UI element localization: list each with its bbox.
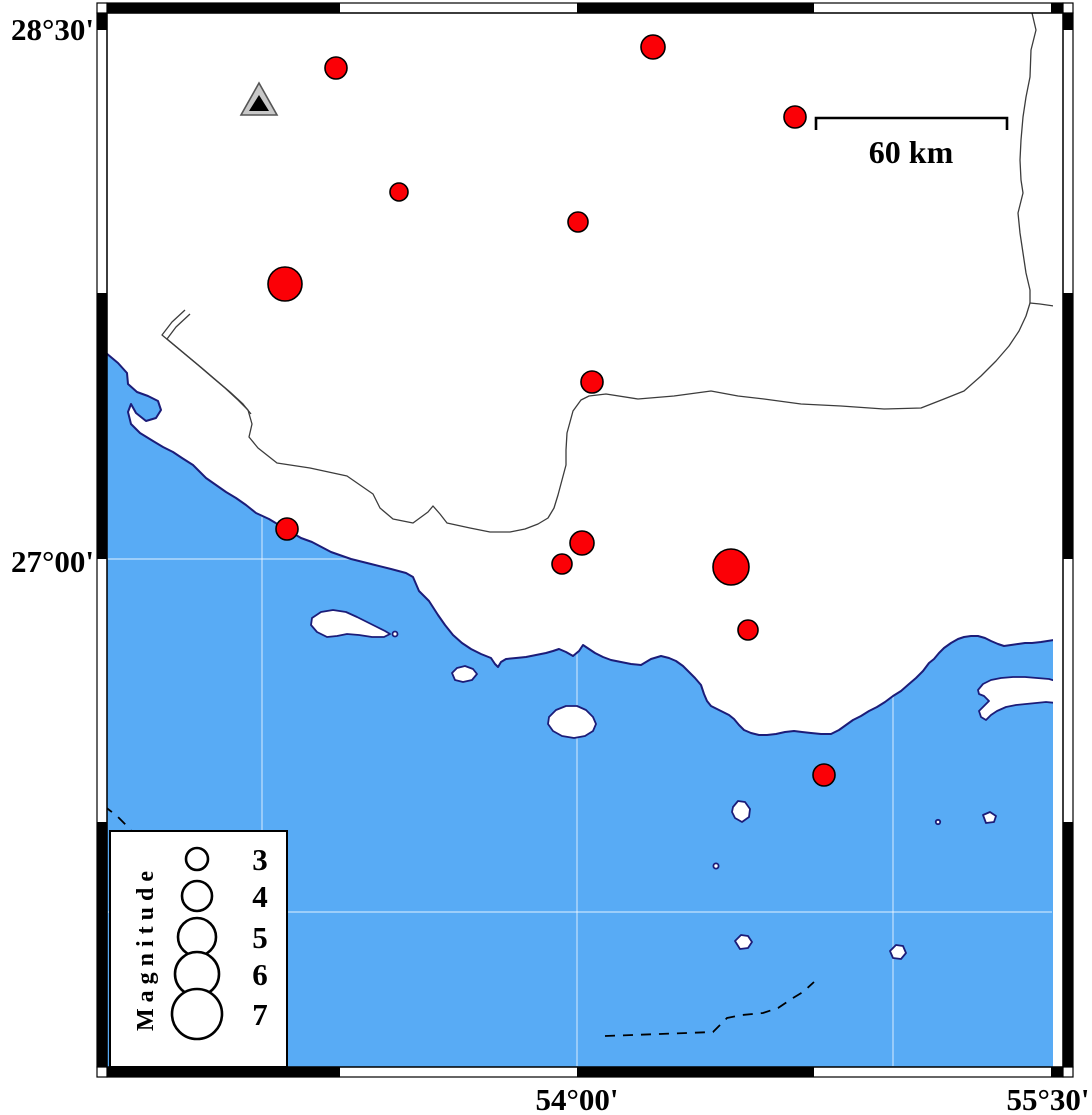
longitude-label: 55°30' — [1006, 1082, 1089, 1115]
earthquake-marker — [567, 211, 589, 233]
earthquake-marker — [389, 182, 409, 202]
frame-tick-segment — [107, 1067, 340, 1077]
frame-tick-segment — [97, 822, 107, 1067]
legend-circle — [176, 916, 218, 958]
coastline — [107, 352, 1053, 736]
frame-corner — [96, 2, 108, 14]
scale-bar-bracket — [814, 116, 1009, 130]
island — [731, 800, 751, 823]
boundary-line — [166, 313, 252, 415]
dashed-boundary-line — [604, 981, 815, 1037]
earthquake-marker — [551, 553, 573, 575]
longitude-label: 54°00' — [535, 1082, 618, 1115]
earthquake-marker — [569, 530, 595, 556]
legend-value: 6 — [252, 957, 268, 992]
dashed-boundary-line — [107, 807, 132, 831]
legend-circle — [180, 879, 214, 913]
map-frame — [96, 2, 1074, 1078]
boundary-lines — [161, 13, 1053, 533]
earthquake-marker — [783, 105, 807, 129]
frame-tick-segment — [1051, 3, 1063, 13]
station-marker — [239, 81, 279, 116]
island — [889, 944, 907, 960]
frame-tick-segment — [577, 1067, 814, 1077]
legend-entries: 34 56 7 — [170, 842, 268, 1041]
frame-tick-segment — [97, 293, 107, 559]
scale-bar-label: 60 km — [869, 134, 954, 170]
scale-bar: 60 km — [814, 116, 1009, 170]
earthquake-marker — [267, 266, 303, 302]
frame-corner — [1062, 2, 1074, 14]
boundary-line — [247, 302, 1053, 533]
island — [547, 705, 597, 739]
latitude-label: 27°00' — [11, 544, 94, 579]
legend-value: 5 — [252, 920, 268, 955]
islands — [310, 609, 1053, 960]
boundary-line — [1017, 13, 1037, 303]
earthquake-marker — [275, 517, 299, 541]
dashed-boundaries — [107, 807, 815, 1037]
island — [734, 934, 753, 950]
earthquake-marker — [737, 619, 759, 641]
magnitude-legend: Magnitude 34 56 7 — [109, 830, 288, 1068]
islet — [391, 630, 399, 638]
earthquake-marker — [324, 56, 348, 80]
island — [310, 609, 391, 638]
island — [982, 811, 997, 824]
frame-tick-segment — [1063, 822, 1073, 1067]
earthquake-marker — [580, 370, 604, 394]
frame-tick-segment — [577, 3, 814, 13]
legend-value: 3 — [252, 842, 268, 877]
legend-circle — [184, 846, 210, 872]
frame-tick-segment — [1063, 293, 1073, 559]
frame-tick-segment — [97, 13, 107, 30]
legend-value: 7 — [252, 997, 268, 1032]
frame-tick-segment — [1051, 1067, 1063, 1077]
earthquake-layer — [267, 34, 836, 787]
islet — [712, 862, 720, 870]
map-border — [106, 12, 1064, 1068]
peninsula — [977, 676, 1053, 721]
frame-tick-segment — [107, 3, 340, 13]
frame-tick-segment — [1063, 13, 1073, 30]
earthquake-marker — [812, 763, 836, 787]
earthquake-marker — [640, 34, 666, 60]
legend-circle — [170, 987, 224, 1041]
island — [451, 665, 478, 683]
islet — [934, 818, 942, 826]
station-triangle-inner — [249, 95, 269, 111]
latitude-label: 28°30' — [11, 12, 94, 47]
frame-corner — [1062, 1066, 1074, 1078]
earthquake-marker — [712, 548, 750, 586]
legend-title: Magnitude — [133, 865, 159, 1031]
legend-value: 4 — [252, 879, 268, 914]
frame-corner — [96, 1066, 108, 1078]
